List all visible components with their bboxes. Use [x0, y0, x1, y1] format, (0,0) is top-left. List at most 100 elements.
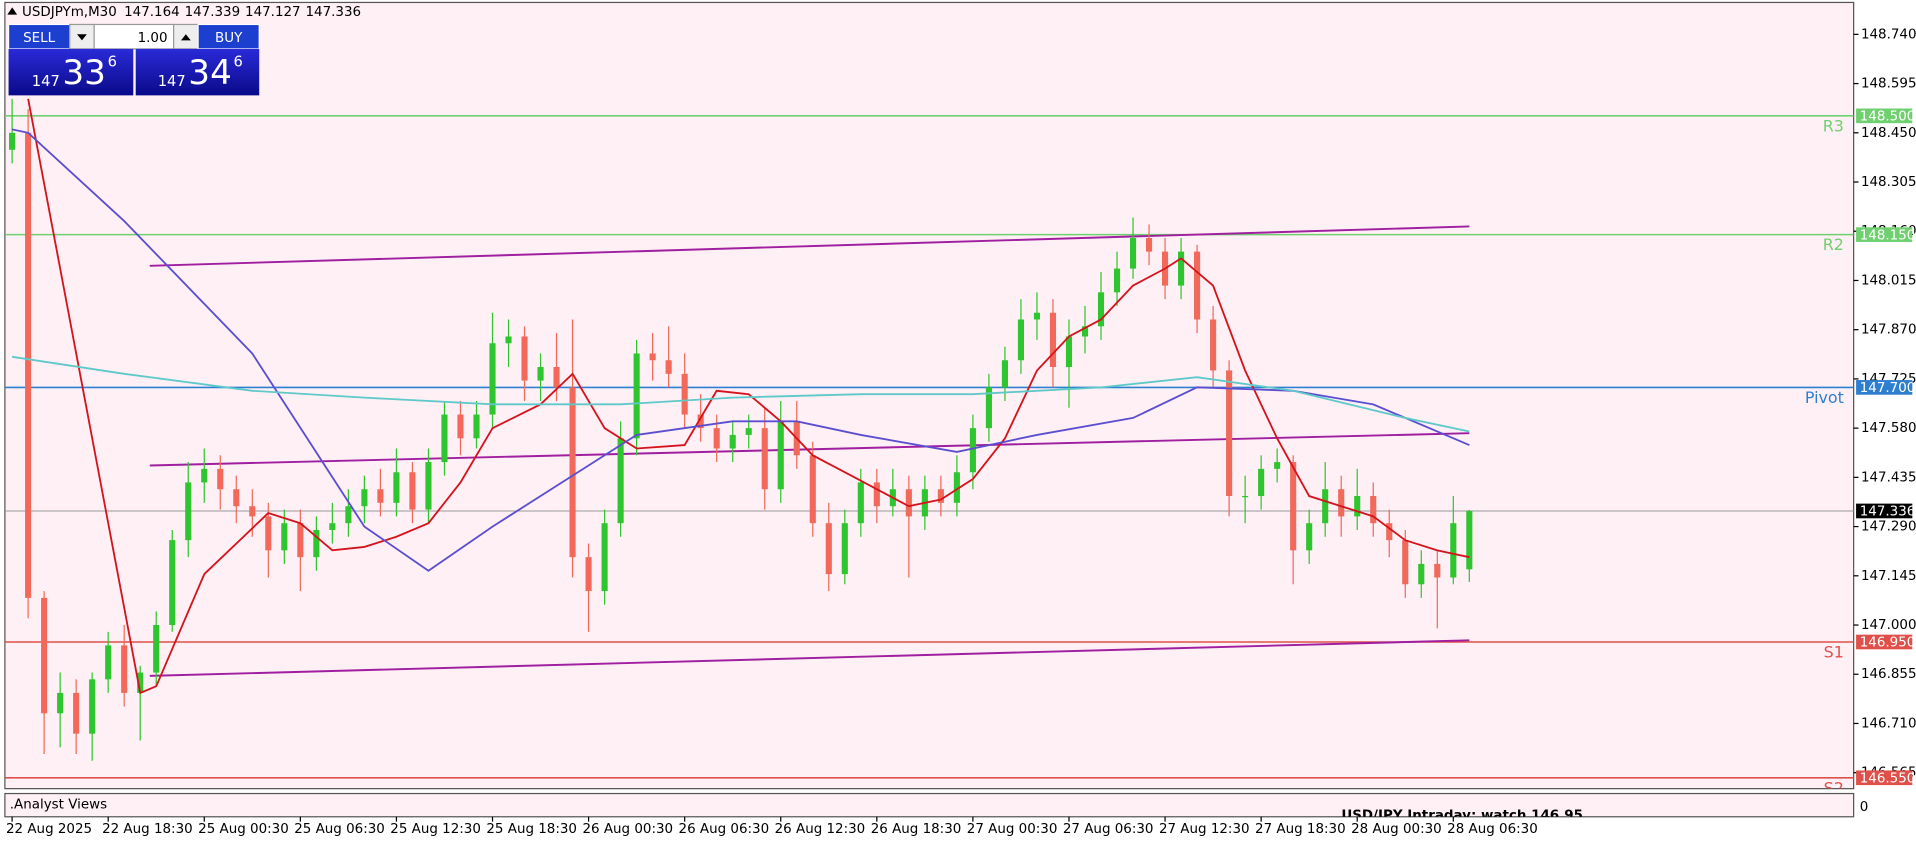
candle-body [1001, 360, 1008, 388]
candle-body [585, 557, 592, 592]
candle-body [9, 132, 16, 150]
candle-body [1450, 523, 1457, 578]
level-price-box [1856, 770, 1913, 786]
candle-body [41, 597, 48, 714]
candle-body [1258, 468, 1265, 497]
candle-body [1033, 312, 1041, 320]
candle-body [1129, 238, 1137, 269]
y-tick-label: 146.855 [1861, 667, 1916, 682]
candle-body [361, 489, 368, 507]
last-price-label: 147.336 [1860, 505, 1916, 520]
level-price-label: 146.950 [1860, 636, 1916, 651]
buy-price-big: 147 [158, 73, 186, 90]
candle-body [1322, 489, 1329, 524]
sell-price-box[interactable] [8, 48, 134, 96]
candle-body [569, 387, 576, 558]
channel-line [149, 639, 1470, 677]
level-price-label: 146.550 [1860, 771, 1916, 786]
open: 147.164 [124, 5, 180, 20]
x-tick-label: 22 Aug 18:30 [102, 822, 193, 837]
candle-body [1466, 510, 1473, 570]
level-price-box [1856, 227, 1913, 242]
candle-body [457, 414, 464, 439]
channel-line [149, 225, 1470, 267]
header-text: USDJPYm,M30 147.164 147.339 147.127 147.336 [22, 5, 361, 20]
collapse-arrow[interactable] [7, 7, 18, 15]
x-tick-label: 27 Aug 12:30 [1159, 822, 1250, 837]
level-name: R2 [1823, 235, 1844, 254]
x-tick-label: 25 Aug 18:30 [486, 822, 577, 837]
level-name: Pivot [1805, 388, 1844, 407]
buy-button[interactable] [197, 23, 260, 50]
candle-body [537, 367, 544, 381]
y-tick-label: 146.710 [1861, 716, 1916, 731]
up-arrow [180, 34, 191, 41]
level-price-box [1856, 380, 1913, 395]
y-tick-label: 148.740 [1861, 27, 1916, 42]
candle-body [1049, 312, 1057, 368]
header: USDJPYm,M30 147.164 147.339 147.127 147.336 [7, 5, 361, 20]
candle-body [409, 472, 416, 510]
candle-body [1354, 496, 1361, 517]
high: 147.339 [185, 5, 241, 20]
candle-body [873, 482, 880, 507]
level-price-box [1856, 108, 1913, 124]
candle-body [393, 472, 400, 503]
candle-body [89, 679, 96, 734]
candle-body [1065, 336, 1073, 368]
low: 147.127 [245, 5, 301, 20]
last-price-box [1856, 503, 1913, 519]
y-tick-label: 147.435 [1861, 470, 1916, 485]
candle-body [713, 428, 720, 449]
candle-body [601, 523, 608, 592]
candle-body [937, 489, 944, 503]
x-tick-label: 25 Aug 06:30 [294, 822, 385, 837]
candle-body [745, 428, 752, 435]
level-price-label: 148.500 [1860, 109, 1916, 124]
candle-body [1418, 563, 1425, 585]
buy-price-main: 34 [188, 53, 232, 93]
x-tick-label: 25 Aug 12:30 [390, 822, 481, 837]
candle-body [809, 455, 816, 524]
candle-body [505, 336, 512, 344]
x-tick-label: 26 Aug 00:30 [582, 822, 673, 837]
y-tick-label: 148.305 [1861, 175, 1916, 190]
candle-body [905, 489, 912, 517]
candle-body [1370, 496, 1377, 524]
candle-body [441, 414, 448, 463]
candle-body [105, 645, 112, 680]
candle-body [761, 428, 768, 490]
candle-body [825, 523, 832, 575]
y-tick-label: 147.580 [1861, 421, 1916, 436]
candle-body [633, 353, 640, 439]
lot-input[interactable] [93, 23, 175, 50]
candle-body [281, 523, 288, 551]
candle-body [985, 387, 992, 429]
candle-body [25, 132, 32, 598]
candle-body [1402, 540, 1409, 585]
candle-body [1178, 251, 1185, 286]
candle-body [729, 434, 736, 449]
candle-body [777, 421, 784, 490]
candle-body [697, 414, 704, 429]
y-tick-label: 148.450 [1861, 126, 1916, 141]
y-tick-label: 147.870 [1861, 323, 1916, 338]
y-tick-label: 147.000 [1861, 618, 1916, 633]
x-tick-label: 25 Aug 00:30 [198, 822, 289, 837]
close: 147.336 [306, 5, 362, 20]
sell-price-pip: 6 [108, 53, 117, 70]
buy-price-box[interactable] [135, 48, 260, 96]
candle-body [1210, 319, 1217, 371]
candle-body [489, 343, 496, 415]
candle-body [857, 482, 864, 524]
plot-area [4, 1, 1855, 790]
candle-body [217, 468, 224, 490]
lot-value: 1.00 [138, 31, 168, 46]
indicator-window [4, 792, 1855, 818]
plot-layer: R3 R2 Pivot S1 S2 [4, 98, 1854, 789]
candle-body [841, 523, 848, 575]
indicator-tick-label: 0 [1860, 800, 1869, 815]
candle-body [521, 336, 528, 381]
x-tick-label: 26 Aug 18:30 [871, 822, 962, 837]
